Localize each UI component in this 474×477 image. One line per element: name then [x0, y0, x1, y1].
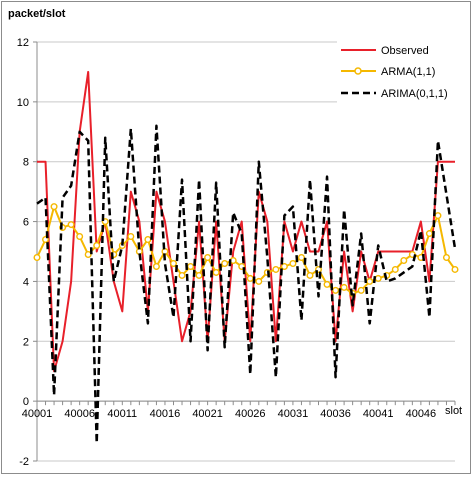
series-point-arma — [187, 262, 195, 270]
series-point-arma — [93, 242, 101, 250]
y-tick-label: 4 — [23, 276, 29, 288]
series-point-arma — [391, 265, 399, 273]
x-tick-label: 40016 — [150, 408, 181, 420]
y-tick-label: 2 — [23, 336, 29, 348]
x-tick-label: 40021 — [192, 408, 223, 420]
y-tick-label: 8 — [23, 157, 29, 169]
series-point-arma — [289, 259, 297, 267]
series-point-arma — [357, 286, 365, 294]
series-point-arma — [152, 262, 160, 270]
series-point-arma — [169, 259, 177, 267]
series-point-arma — [255, 277, 263, 285]
x-tick-label: 40031 — [278, 408, 309, 420]
x-tick-label: 40011 — [107, 408, 137, 420]
axes — [33, 41, 456, 462]
y-tick-labels: -2 0 2 4 6 8 10 12 — [17, 37, 29, 468]
series-point-arma — [442, 253, 450, 261]
series-point-arma — [400, 256, 408, 264]
series-point-arma — [323, 280, 331, 288]
series-point-arma — [144, 236, 152, 244]
series-point-arma — [434, 212, 442, 220]
series-line-arima-0-1-1 — [36, 124, 457, 445]
y-tick-label: -2 — [19, 456, 29, 468]
series-point-arma — [272, 265, 280, 273]
series-point-arma — [204, 253, 212, 261]
x-tick-label: 40006 — [64, 408, 95, 420]
series-point-arma — [33, 253, 41, 261]
legend-label-arma: ARMA(1,1) — [381, 66, 435, 78]
legend: Observed ARMA(1,1) ARIMA(0,1,1) — [337, 40, 455, 106]
series-point-arma — [212, 268, 220, 276]
x-tick-label: 40026 — [235, 408, 266, 420]
series-layer — [33, 70, 459, 445]
series-point-arma — [425, 230, 433, 238]
x-tick-label: 40046 — [406, 408, 437, 420]
series-point-arma — [50, 203, 58, 211]
series-point-arma — [451, 265, 459, 273]
series-point-arma — [297, 253, 305, 261]
x-tick-label: 40036 — [320, 408, 351, 420]
series-point-arma — [340, 283, 348, 291]
legend-label-observed: Observed — [381, 45, 429, 57]
series-point-arma — [280, 262, 288, 270]
y-axis-unit-label: packet/slot — [8, 8, 66, 20]
series-point-arma — [374, 274, 382, 282]
series-point-arma — [127, 233, 135, 241]
series-point-arma — [366, 277, 374, 285]
y-tick-label: 0 — [23, 396, 29, 408]
series-point-arma — [76, 233, 84, 241]
series-point-arma — [195, 271, 203, 279]
series-point-arma — [67, 221, 75, 229]
series-point-arma — [84, 250, 92, 258]
y-tick-label: 12 — [17, 37, 29, 49]
x-tick-label: 40041 — [363, 408, 394, 420]
series-point-arma — [306, 271, 314, 279]
x-tick-label: 40001 — [22, 408, 53, 420]
series-point-arma — [178, 271, 186, 279]
series-point-arma — [332, 286, 340, 294]
y-tick-label: 10 — [17, 97, 29, 109]
series-point-arma — [221, 259, 229, 267]
x-tick-labels: 40001 40006 40011 40016 40021 40026 40031 40036… — [22, 408, 436, 420]
legend-marker-arma — [354, 67, 362, 75]
legend-label-arima: ARIMA(0,1,1) — [381, 88, 448, 100]
x-axis-unit-label: slot — [445, 405, 462, 417]
series-line-observed — [37, 70, 455, 373]
series-point-arma — [246, 274, 254, 282]
y-tick-label: 6 — [23, 217, 29, 229]
